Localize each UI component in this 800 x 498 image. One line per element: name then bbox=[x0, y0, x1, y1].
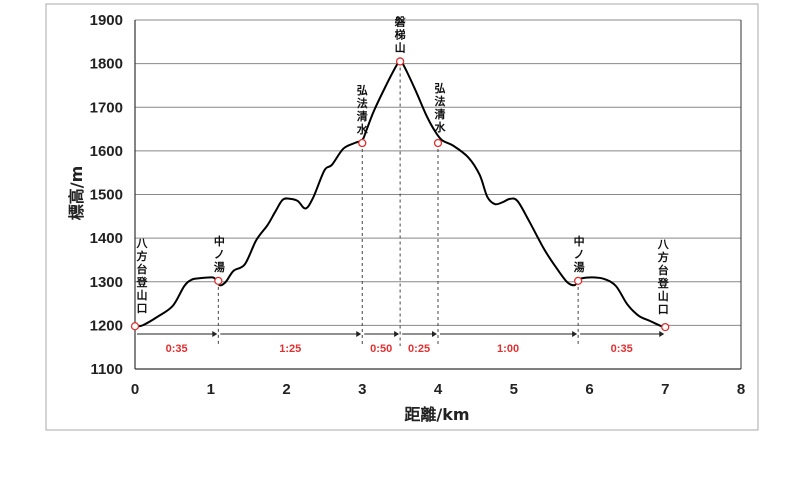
elevation-profile-line bbox=[134, 60, 666, 329]
segment-arrowhead bbox=[212, 331, 218, 337]
segment-arrowhead bbox=[432, 331, 437, 337]
y-tick-label: 1800 bbox=[90, 56, 123, 73]
waypoint-label-char: 山 bbox=[658, 289, 669, 303]
y-axis-title: 標高/m bbox=[67, 166, 86, 221]
waypoint-marker bbox=[358, 138, 367, 148]
y-tick-label: 1600 bbox=[90, 143, 123, 160]
segment-arrowhead bbox=[659, 331, 665, 337]
segment-arrowhead bbox=[356, 331, 362, 337]
waypoint-guides bbox=[217, 61, 579, 346]
x-tick-label: 6 bbox=[585, 381, 593, 398]
waypoint-label-char: 清 bbox=[357, 109, 368, 123]
segment-time-label: 1:00 bbox=[497, 343, 519, 355]
waypoint-marker bbox=[395, 57, 405, 66]
waypoint-label-char: 梯 bbox=[395, 27, 406, 41]
waypoint-markers bbox=[130, 57, 670, 332]
y-tick-label: 1400 bbox=[90, 230, 123, 247]
waypoint-label-char: 山 bbox=[395, 40, 406, 54]
waypoint-marker bbox=[130, 322, 140, 331]
waypoint-label-char: 登 bbox=[136, 275, 149, 289]
tick-labels: 1100 1200 1300 1400 1500 1600 1700 1800 1900 0 1 2 3… bbox=[90, 12, 746, 398]
x-tick-label: 0 bbox=[131, 381, 139, 398]
waypoint-label-char: ノ bbox=[214, 248, 225, 261]
waypoint-label-char: 中 bbox=[214, 234, 225, 248]
waypoint-label-char: 登 bbox=[657, 276, 670, 290]
waypoint-label-char: 山 bbox=[137, 288, 148, 302]
segment-times: 0:35 1:25 0:50 0:25 1:00 0:35 bbox=[166, 343, 633, 355]
waypoint-label-char: ノ bbox=[574, 248, 585, 261]
segment-time-label: 0:50 bbox=[370, 343, 392, 355]
segment-arrows bbox=[137, 331, 665, 337]
waypoint-label-char: 方 bbox=[658, 250, 669, 264]
segment-time-label: 0:25 bbox=[408, 343, 430, 355]
x-tick-label: 2 bbox=[282, 381, 290, 398]
y-tick-label: 1700 bbox=[90, 99, 123, 116]
waypoint-label-char: 八 bbox=[136, 237, 149, 250]
waypoint-label-char: 台 bbox=[658, 263, 669, 277]
waypoint-marker bbox=[661, 322, 670, 332]
y-tick-label: 1900 bbox=[90, 12, 123, 29]
waypoint-marker bbox=[573, 276, 583, 286]
waypoint-label-char: 法 bbox=[435, 94, 446, 108]
waypoint-label-char: 口 bbox=[658, 303, 669, 316]
y-tick-label: 1500 bbox=[90, 187, 123, 204]
waypoint-label-char: 弘 bbox=[435, 82, 446, 95]
waypoint-label: 中ノ湯 bbox=[574, 234, 585, 274]
waypoint-label-char: 中 bbox=[574, 234, 585, 248]
segment-arrowhead bbox=[572, 331, 578, 337]
waypoint-label-char: 磐 bbox=[395, 14, 407, 28]
x-tick-label: 1 bbox=[207, 381, 215, 398]
waypoint-label-char: 湯 bbox=[214, 260, 225, 274]
segment-arrowhead bbox=[394, 331, 400, 337]
y-tick-label: 1300 bbox=[90, 274, 123, 291]
waypoint-label-char: 口 bbox=[137, 302, 148, 315]
chart-border bbox=[45, 3, 759, 431]
waypoint-label-char: 方 bbox=[137, 249, 148, 263]
waypoint-label-char: 台 bbox=[137, 262, 148, 276]
waypoint-marker bbox=[433, 138, 443, 148]
waypoint-marker bbox=[214, 276, 223, 286]
segment-time-label: 0:35 bbox=[611, 343, 633, 355]
waypoint-label-char: 法 bbox=[357, 96, 368, 110]
segment-time-label: 0:35 bbox=[166, 343, 188, 355]
y-tick-label: 1200 bbox=[90, 317, 123, 334]
segment-time-label: 1:25 bbox=[279, 343, 301, 355]
waypoint-label-char: 弘 bbox=[357, 84, 368, 97]
waypoint-label-char: 水 bbox=[435, 120, 447, 134]
x-tick-label: 3 bbox=[358, 381, 366, 398]
x-tick-label: 7 bbox=[661, 381, 669, 398]
x-axis-title: 距離/km bbox=[404, 405, 469, 424]
waypoint-label-char: 清 bbox=[435, 107, 446, 121]
waypoint-label: 中ノ湯 bbox=[214, 234, 225, 274]
x-tick-label: 5 bbox=[510, 381, 518, 398]
waypoint-label-char: 湯 bbox=[574, 260, 585, 274]
waypoint-label-char: 水 bbox=[357, 122, 369, 136]
profile-layer bbox=[134, 60, 666, 329]
x-tick-label: 8 bbox=[737, 381, 745, 398]
y-tick-label: 1100 bbox=[90, 361, 123, 378]
waypoint-label-char: 八 bbox=[657, 238, 670, 251]
x-tick-label: 4 bbox=[434, 381, 443, 398]
waypoint-label: 磐梯山 bbox=[395, 14, 407, 54]
